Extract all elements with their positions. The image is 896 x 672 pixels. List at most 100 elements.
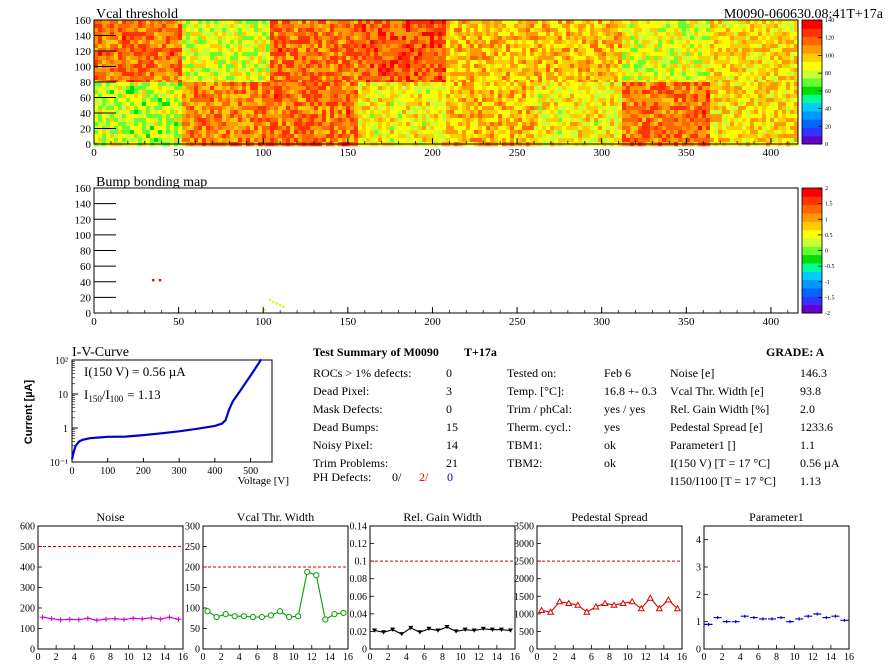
heatmap-cell — [314, 118, 319, 123]
heatmap-cell — [586, 72, 591, 77]
heatmap-cell — [202, 94, 207, 99]
heatmap-cell — [558, 72, 563, 77]
heatmap-cell — [618, 52, 623, 57]
heatmap-cell — [162, 138, 167, 143]
heatmap-cell — [314, 36, 319, 41]
heatmap-cell — [142, 90, 147, 95]
heatmap-cell — [522, 56, 527, 61]
heatmap-cell — [298, 48, 303, 53]
heatmap-cell — [162, 76, 167, 81]
heatmap-cell — [738, 24, 743, 29]
heatmap-cell — [790, 64, 795, 69]
heatmap-cell — [546, 138, 551, 143]
heatmap-cell — [350, 24, 355, 29]
heatmap-cell — [370, 118, 375, 123]
heatmap-cell — [98, 110, 103, 115]
heatmap-cell — [578, 24, 583, 29]
heatmap-cell — [214, 20, 219, 25]
heatmap-cell — [454, 114, 459, 119]
heatmap-cell — [330, 24, 335, 29]
heatmap-cell — [186, 134, 191, 139]
heatmap-cell — [642, 60, 647, 65]
heatmap-cell — [790, 32, 795, 37]
heatmap-cell — [262, 130, 267, 135]
heatmap-cell — [146, 28, 151, 33]
heatmap-cell — [354, 20, 359, 25]
heatmap-cell — [618, 40, 623, 45]
heatmap-cell — [570, 40, 575, 45]
heatmap-cell — [582, 64, 587, 69]
heatmap-cell — [246, 48, 251, 53]
heatmap-cell — [730, 72, 735, 77]
heatmap-cell — [722, 52, 727, 57]
heatmap-cell — [698, 90, 703, 95]
heatmap-cell — [250, 68, 255, 73]
heatmap-cell — [446, 114, 451, 119]
heatmap-cell — [302, 32, 307, 37]
heatmap-cell — [666, 90, 671, 95]
heatmap-cell — [266, 60, 271, 65]
heatmap-cell — [490, 138, 495, 143]
heatmap-cell — [778, 24, 783, 29]
heatmap-cell — [114, 28, 119, 33]
heatmap-cell — [522, 86, 527, 91]
heatmap-cell — [550, 48, 555, 53]
heatmap-cell — [174, 98, 179, 103]
heatmap-cell — [186, 76, 191, 81]
heatmap-cell — [342, 32, 347, 37]
heatmap-cell — [530, 110, 535, 115]
heatmap-cell — [390, 32, 395, 37]
heatmap-cell — [674, 32, 679, 37]
heatmap-cell — [786, 72, 791, 77]
heatmap-cell — [206, 90, 211, 95]
heatmap-cell — [430, 60, 435, 65]
heatmap-cell — [338, 126, 343, 131]
heatmap-cell — [394, 90, 399, 95]
heatmap-cell — [374, 76, 379, 81]
heatmap-cell — [486, 114, 491, 119]
heatmap-cell — [250, 102, 255, 107]
heatmap-cell — [358, 48, 363, 53]
heatmap-cell — [210, 82, 215, 87]
heatmap-cell — [638, 48, 643, 53]
heatmap-cell — [206, 122, 211, 127]
heatmap-cell — [218, 118, 223, 123]
heatmap-cell — [194, 134, 199, 139]
heatmap-cell — [210, 52, 215, 57]
heatmap-cell — [502, 82, 507, 87]
heatmap-cell — [310, 102, 315, 107]
heatmap-cell — [418, 64, 423, 69]
heatmap-cell — [246, 138, 251, 143]
heatmap-cell — [202, 52, 207, 57]
heatmap-cell — [526, 110, 531, 115]
heatmap-cell — [682, 24, 687, 29]
heatmap-cell — [534, 48, 539, 53]
heatmap-cell — [298, 60, 303, 65]
heatmap-cell — [458, 90, 463, 95]
heatmap-cell — [514, 134, 519, 139]
heatmap-cell — [450, 110, 455, 115]
heatmap-cell — [686, 64, 691, 69]
heatmap-cell — [510, 102, 515, 107]
heatmap-cell — [318, 90, 323, 95]
heatmap-cell — [350, 118, 355, 123]
heatmap-cell — [650, 56, 655, 61]
heatmap-cell — [674, 82, 679, 87]
heatmap-cell — [370, 114, 375, 119]
heatmap-cell — [546, 56, 551, 61]
heatmap-cell — [166, 68, 171, 73]
heatmap-cell — [498, 76, 503, 81]
heatmap-cell — [350, 56, 355, 61]
heatmap-cell — [146, 122, 151, 127]
heatmap-cell — [670, 68, 675, 73]
heatmap-cell — [374, 118, 379, 123]
heatmap-cell — [290, 52, 295, 57]
heatmap-cell — [350, 28, 355, 33]
heatmap-cell — [678, 40, 683, 45]
heatmap-cell — [786, 32, 791, 37]
heatmap-cell — [238, 68, 243, 73]
heatmap-cell — [738, 56, 743, 61]
heatmap-cell — [174, 20, 179, 25]
heatmap-cell — [214, 40, 219, 45]
heatmap-cell — [354, 94, 359, 99]
